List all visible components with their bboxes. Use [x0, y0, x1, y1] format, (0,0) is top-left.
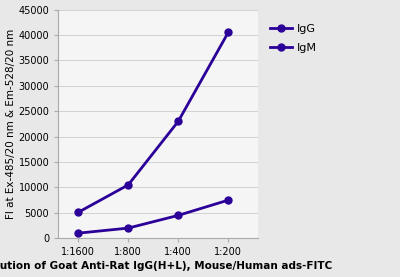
Legend: IgG, IgM: IgG, IgM	[266, 20, 321, 57]
IgM	[226, 199, 231, 202]
IgM	[176, 214, 181, 217]
Y-axis label: FI at Ex-485/20 nm & Em-528/20 nm: FI at Ex-485/20 nm & Em-528/20 nm	[6, 29, 16, 219]
Line: IgG: IgG	[75, 29, 232, 216]
IgG	[126, 183, 131, 186]
X-axis label: Dilution of Goat Anti-Rat IgG(H+L), Mouse/Human ads-FITC: Dilution of Goat Anti-Rat IgG(H+L), Mous…	[0, 261, 332, 271]
Line: IgM: IgM	[75, 197, 232, 237]
IgM	[126, 226, 131, 230]
IgG	[76, 211, 81, 214]
IgG	[226, 31, 231, 34]
IgM	[76, 232, 81, 235]
IgG	[176, 120, 181, 123]
